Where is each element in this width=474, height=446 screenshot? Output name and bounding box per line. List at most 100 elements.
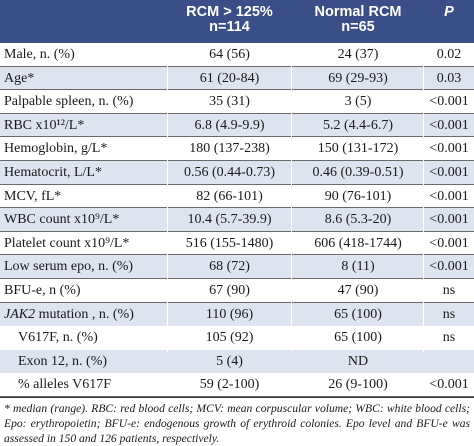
- value-p: <0.001: [429, 188, 469, 204]
- value-rcm-high: 516 (155-1480): [185, 235, 274, 251]
- table-row: MCV, fL* 82 (66-101) 90 (76-101) <0.001: [0, 185, 474, 209]
- row-label-text: Low serum epo, n. (%): [4, 259, 134, 275]
- table-row: Platelet count x10⁹/L* 516 (155-1480) 606 …: [0, 232, 474, 256]
- row-label: BFU-e, n (%): [4, 279, 81, 303]
- value-rcm-normal: 8 (11): [341, 259, 375, 275]
- column-divider: [291, 43, 292, 352]
- table-row: Age* 61 (20-84) 69 (29-93) 0.03: [0, 66, 474, 91]
- table-row: Exon 12, n. (%) 5 (4) ND: [0, 349, 474, 374]
- table-row: Male, n. (%) 64 (56) 24 (37) 0.02: [0, 43, 474, 67]
- row-label-text: Hematocrit, L/L*: [4, 164, 102, 180]
- value-p: ns: [442, 306, 456, 322]
- row-label: Hemoglobin, g/L*: [4, 137, 107, 161]
- gene-name: JAK2: [4, 306, 36, 322]
- value-p: <0.001: [429, 117, 469, 133]
- row-label: Low serum epo, n. (%): [4, 255, 133, 279]
- row-label: JAK2 mutation , n. (%): [4, 303, 134, 327]
- table-row: JAK2 mutation , n. (%) 110 (96) 65 (100) ns: [0, 302, 474, 327]
- table-footnote: * median (range). RBC: red blood cells; …: [0, 396, 474, 446]
- row-label-text: Male, n. (%): [4, 47, 75, 62]
- row-label: RBC x10¹²/L*: [4, 114, 84, 138]
- table-body: Male, n. (%) 64 (56) 24 (37) 0.02 Age* 61 (20…: [0, 43, 474, 397]
- table-row: Low serum epo, n. (%) 68 (72) 8 (11) <0.001: [0, 255, 474, 279]
- value-rcm-normal: ND: [347, 353, 369, 369]
- comparison-table: RCM > 125% n=114 Normal RCM n=65 P Male,…: [0, 0, 474, 397]
- value-rcm-high: 59 (2-100): [199, 377, 260, 393]
- value-rcm-normal: 606 (418-1744): [314, 235, 402, 251]
- column-divider: [167, 43, 168, 352]
- header-p-value: P: [444, 4, 454, 20]
- value-rcm-normal: 69 (29-93): [328, 70, 388, 86]
- row-label: MCV, fL*: [4, 185, 61, 209]
- value-rcm-normal: 150 (131-172): [317, 141, 399, 157]
- table-row: % alleles V617F 59 (2-100) 26 (9-100) <0.00…: [0, 373, 474, 397]
- value-p: <0.001: [429, 377, 469, 393]
- header-rcm-high-n: n=114: [209, 19, 250, 35]
- row-label: V617F, n. (%): [18, 326, 98, 350]
- value-rcm-normal: 65 (100): [334, 306, 382, 322]
- table-header: RCM > 125% n=114 Normal RCM n=65 P: [0, 0, 474, 43]
- table-row: WBC count x10⁹/L* 10.4 (5.7-39.9) 8.6 (5.3…: [0, 208, 474, 232]
- table-row: Palpable spleen, n. (%) 35 (31) 3 (5) <0.00…: [0, 90, 474, 114]
- header-rcm-normal: Normal RCM n=65: [292, 5, 424, 35]
- row-label-text: RBC x10¹²/L*: [4, 117, 85, 133]
- row-label: % alleles V617F: [18, 373, 111, 397]
- value-rcm-high: 67 (90): [209, 282, 250, 298]
- column-divider: [423, 43, 424, 352]
- value-rcm-high: 10.4 (5.7-39.9): [187, 212, 272, 228]
- value-rcm-normal: 47 (90): [337, 282, 379, 298]
- row-label: Age*: [4, 67, 34, 91]
- row-label: Platelet count x10⁹/L*: [4, 232, 129, 256]
- value-rcm-high: 82 (66-101): [196, 188, 263, 204]
- row-label-text: Platelet count x10⁹/L*: [4, 235, 130, 251]
- row-label-text: Exon 12, n. (%): [18, 353, 108, 369]
- row-label-text: Age*: [4, 70, 35, 86]
- value-rcm-normal: 0.46 (0.39-0.51): [312, 164, 404, 180]
- value-p: <0.001: [429, 164, 469, 180]
- header-rcm-high-title: RCM > 125%: [186, 4, 273, 20]
- value-rcm-high: 0.56 (0.44-0.73): [184, 164, 275, 180]
- value-rcm-normal: 65 (100): [334, 330, 382, 346]
- value-p: ns: [442, 282, 456, 298]
- row-label-text: mutation , n. (%): [35, 306, 134, 322]
- value-rcm-high: 6.8 (4.9-9.9): [194, 117, 265, 133]
- row-label-text: BFU-e, n (%): [4, 282, 81, 298]
- row-label-text: % alleles V617F: [18, 377, 112, 393]
- table-row: RBC x10¹²/L* 6.8 (4.9-9.9) 5.2 (4.4-6.7) <0…: [0, 113, 474, 138]
- row-label: Hematocrit, L/L*: [4, 161, 102, 185]
- value-rcm-normal: 3 (5): [344, 94, 372, 110]
- table-row: BFU-e, n (%) 67 (90) 47 (90) ns: [0, 279, 474, 303]
- row-label-text: Hemoglobin, g/L*: [4, 141, 108, 157]
- table-row: Hematocrit, L/L* 0.56 (0.44-0.73) 0.46 (0.…: [0, 160, 474, 185]
- value-p: <0.001: [429, 259, 469, 275]
- row-label-text: MCV, fL*: [4, 188, 62, 204]
- value-p: 0.02: [436, 47, 462, 62]
- value-p: <0.001: [429, 212, 469, 228]
- value-rcm-normal: 90 (76-101): [324, 188, 392, 204]
- value-rcm-normal: 24 (37): [337, 47, 379, 62]
- value-rcm-high: 64 (56): [209, 47, 250, 62]
- value-p: ns: [442, 330, 456, 346]
- value-rcm-high: 110 (96): [205, 306, 254, 322]
- value-p: <0.001: [429, 94, 469, 110]
- value-rcm-high: 5 (4): [216, 353, 243, 369]
- header-rcm-normal-title: Normal RCM: [314, 4, 402, 20]
- value-rcm-high: 61 (20-84): [199, 70, 260, 86]
- row-label: Male, n. (%): [4, 43, 75, 67]
- row-label: Exon 12, n. (%): [18, 350, 107, 374]
- row-label: Palpable spleen, n. (%): [4, 90, 133, 114]
- row-label-text: WBC count x10⁹/L*: [4, 212, 120, 228]
- value-rcm-high: 68 (72): [209, 259, 250, 275]
- header-rcm-normal-n: n=65: [341, 19, 375, 35]
- value-rcm-high: 35 (31): [209, 94, 250, 110]
- row-label-text: V617F, n. (%): [18, 330, 98, 346]
- value-rcm-normal: 5.2 (4.4-6.7): [323, 117, 393, 133]
- value-p: <0.001: [429, 235, 469, 251]
- value-p: <0.001: [429, 141, 469, 157]
- row-label: WBC count x10⁹/L*: [4, 208, 119, 232]
- value-rcm-high: 180 (137-238): [189, 141, 270, 157]
- header-rcm-high: RCM > 125% n=114: [168, 5, 291, 35]
- value-p: 0.03: [436, 70, 462, 86]
- table-row: V617F, n. (%) 105 (92) 65 (100) ns: [0, 326, 474, 350]
